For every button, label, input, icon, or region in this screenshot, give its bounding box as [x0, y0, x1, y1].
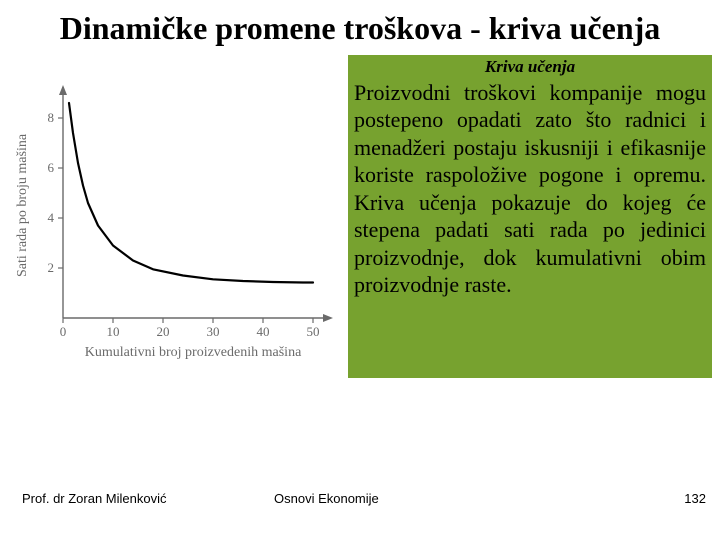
- green-text-box: Kriva učenja Proizvodni troškovi kompani…: [348, 55, 712, 378]
- footer-title: Osnovi Ekonomije: [274, 491, 379, 506]
- chart-column: 2 4 6 8 0 10 20 30 40 50 Sati rada po broju mašina…: [8, 55, 348, 378]
- chart-y-label: Sati rada po broju mašina: [15, 133, 30, 277]
- svg-text:30: 30: [207, 324, 220, 339]
- footer-author: Prof. dr Zoran Milenković: [22, 491, 167, 506]
- svg-text:6: 6: [48, 160, 55, 175]
- green-box-heading: Kriva učenja: [354, 57, 706, 77]
- svg-text:20: 20: [157, 324, 170, 339]
- svg-text:50: 50: [307, 324, 320, 339]
- green-box-body: Proizvodni troškovi kompanije mogu poste…: [354, 79, 706, 299]
- svg-text:40: 40: [257, 324, 270, 339]
- svg-text:10: 10: [107, 324, 120, 339]
- chart-x-label: Kumulativni broj proizvedenih mašina: [85, 345, 302, 360]
- slide-title: Dinamičke promene troškova - kriva učenj…: [0, 0, 720, 55]
- svg-text:2: 2: [48, 260, 55, 275]
- svg-text:0: 0: [60, 324, 67, 339]
- svg-text:4: 4: [48, 210, 55, 225]
- svg-text:8: 8: [48, 110, 55, 125]
- content-row: 2 4 6 8 0 10 20 30 40 50 Sati rada po broju mašina…: [0, 55, 720, 378]
- footer-page-number: 132: [684, 491, 706, 506]
- learning-curve-chart: 2 4 6 8 0 10 20 30 40 50 Sati rada po broju mašina…: [8, 83, 348, 373]
